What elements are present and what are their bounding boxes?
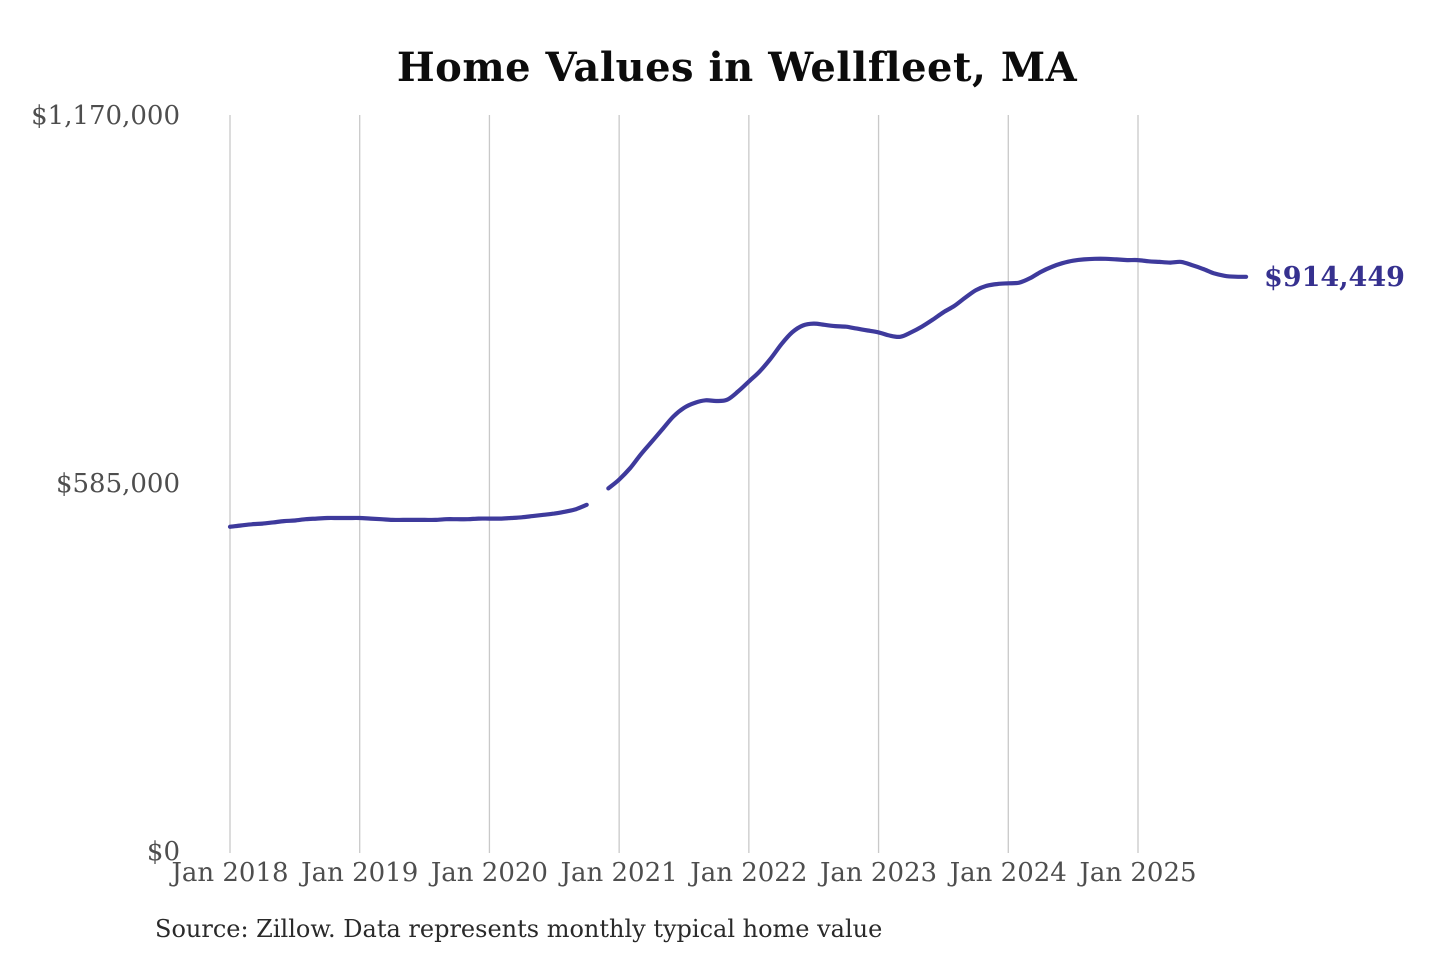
chart-title: Home Values in Wellfleet, MA — [396, 44, 1078, 91]
gridlines — [229, 115, 1139, 853]
home-value-line-segment-1 — [227, 502, 589, 529]
source-note: Source: Zillow. Data represents monthly … — [155, 915, 883, 943]
y-axis-label-585000: $585,000 — [55, 469, 180, 499]
x-axis-label-jan-2022: Jan 2022 — [690, 858, 808, 888]
x-axis-label-jan-2018: Jan 2018 — [171, 858, 289, 888]
y-axis-label-0: $0 — [146, 837, 180, 867]
home-value-line-segment-2 — [606, 256, 1249, 491]
x-axis-label-jan-2019: Jan 2019 — [301, 858, 419, 888]
y-axis-label-1170000: $1,170,000 — [31, 101, 180, 131]
x-axis-label-jan-2020: Jan 2020 — [430, 858, 548, 888]
x-axis-label-jan-2024: Jan 2024 — [949, 858, 1067, 888]
x-axis-label-jan-2025: Jan 2025 — [1079, 858, 1197, 888]
home-value-line-series — [227, 256, 1249, 529]
x-axis-label-jan-2021: Jan 2021 — [560, 858, 678, 888]
latest-value-label: $914,449 — [1264, 261, 1405, 293]
x-axis-label-jan-2023: Jan 2023 — [820, 858, 938, 888]
